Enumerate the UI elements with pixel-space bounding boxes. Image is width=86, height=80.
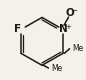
Text: F: F (14, 24, 21, 34)
Text: Me: Me (72, 44, 84, 53)
Text: O: O (65, 8, 74, 18)
Text: N: N (59, 24, 67, 34)
Text: +: + (65, 24, 71, 30)
Text: −: − (71, 8, 77, 14)
Text: Me: Me (51, 64, 63, 73)
